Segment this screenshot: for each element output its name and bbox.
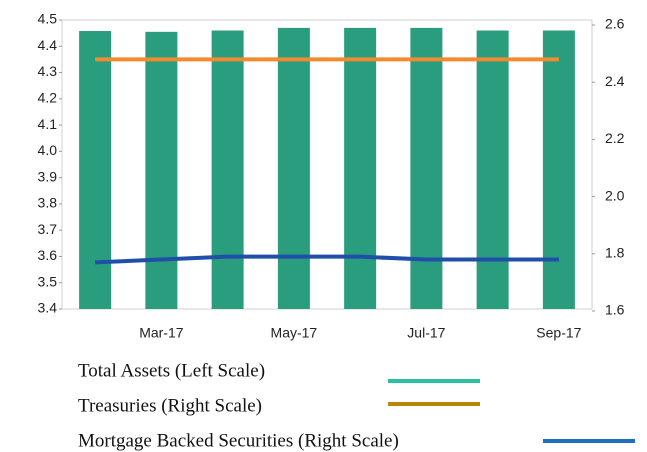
y-tick-label: 4.2 (38, 90, 58, 106)
y2-tick-label: 1.8 (605, 245, 625, 261)
y-tick-label: 3.5 (38, 273, 58, 289)
plot-frame (61, 19, 593, 310)
y2-tick-label: 2.0 (605, 187, 625, 203)
y-tick-label: 3.9 (38, 168, 58, 184)
y2-tick-label: 1.6 (605, 302, 625, 318)
bar (277, 27, 310, 310)
legend-label: Total Assets (Left Scale) (78, 360, 265, 381)
y-tick-label: 4.3 (38, 63, 58, 79)
legend-label: Mortgage Backed Securities (Right Scale) (78, 430, 399, 451)
y2-tick-label: 2.4 (605, 73, 625, 89)
line (95, 254, 559, 265)
bar (211, 30, 244, 309)
bar (344, 27, 377, 310)
y-tick-label: 3.8 (38, 195, 58, 211)
legend-label: Treasuries (Right Scale) (78, 395, 262, 416)
x-tick-label: Mar-17 (139, 325, 184, 341)
bar (410, 27, 443, 310)
x-tick-label: Sep-17 (536, 325, 581, 341)
bar (145, 31, 178, 310)
x-tick-label: May-17 (271, 325, 318, 341)
y-tick-label: 4.5 (38, 11, 58, 27)
y2-tick-label: 2.6 (605, 16, 625, 32)
y-tick-label: 3.6 (38, 247, 58, 263)
x-tick-label: Jul-17 (407, 325, 445, 341)
bar (542, 30, 575, 309)
y2-tick-label: 2.2 (605, 130, 625, 146)
y-tick-label: 4.1 (38, 116, 58, 132)
y-tick-label: 3.4 (38, 300, 58, 316)
y-tick-label: 4.0 (38, 142, 58, 158)
y-tick-label: 4.4 (38, 37, 58, 53)
bar (79, 31, 112, 309)
bar (476, 30, 509, 309)
y-tick-label: 3.7 (38, 221, 58, 237)
